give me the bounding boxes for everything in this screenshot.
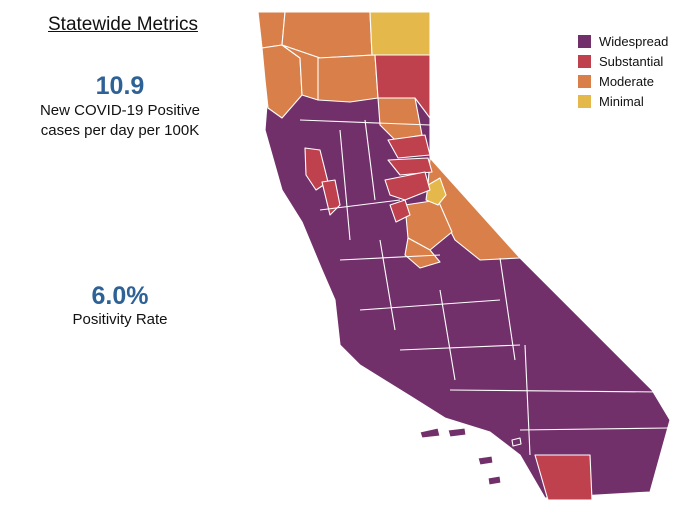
legend-label-minimal: Minimal — [599, 93, 644, 109]
legend-label-widespread: Widespread — [599, 33, 669, 49]
county-border — [339, 254, 441, 261]
county-nevada — [387, 157, 433, 176]
positivity-rate-label: Positivity Rate — [72, 311, 168, 328]
case-rate-label: New COVID-19 Positive cases per day per … — [0, 101, 240, 141]
county-border — [359, 299, 501, 311]
legend-label-substantial: Substantial — [599, 53, 664, 69]
map-legend: Widespread Substantial Moderate Minimal — [578, 31, 668, 111]
channel-island-4 — [487, 475, 502, 486]
county-trinity — [281, 44, 321, 101]
channel-island-3 — [477, 455, 494, 466]
channel-island-2 — [447, 427, 467, 438]
county-border — [379, 239, 396, 331]
county-mariposa — [404, 237, 441, 269]
county-border — [364, 119, 376, 201]
legend-item-minimal: Minimal — [578, 91, 668, 111]
case-rate-label-line2: cases per day per 100K — [40, 122, 200, 139]
county-border — [519, 427, 669, 431]
positivity-rate-value: 6.0% — [91, 282, 149, 310]
county-lassen — [374, 54, 431, 119]
county-border — [524, 344, 531, 456]
page-title: Statewide Metrics — [48, 14, 198, 35]
county-sierra — [387, 134, 431, 159]
legend-item-moderate: Moderate — [578, 71, 668, 91]
channel-island-1 — [419, 427, 441, 439]
channel-island-5 — [511, 437, 522, 447]
legend-swatch-minimal — [578, 94, 591, 108]
legend-swatch-substantial — [578, 54, 591, 68]
county-san-diego — [534, 454, 593, 501]
county-border — [499, 257, 516, 361]
county-el-dorado — [384, 171, 431, 201]
county-border — [449, 389, 661, 393]
legend-item-widespread: Widespread — [578, 31, 668, 51]
case-rate-label-line1: New COVID-19 Positive — [39, 102, 201, 119]
county-border — [339, 129, 351, 241]
county-border — [319, 199, 401, 211]
state-base — [257, 11, 671, 499]
legend-swatch-moderate — [578, 74, 591, 88]
county-lake — [304, 147, 329, 191]
county-amador — [389, 199, 411, 223]
county-modoc — [369, 11, 431, 56]
county-alpine — [425, 177, 447, 206]
legend-swatch-widespread — [578, 34, 591, 48]
county-shasta — [317, 54, 379, 103]
county-border — [399, 344, 521, 351]
county-border — [439, 289, 456, 381]
case-rate-value: 10.9 — [95, 72, 145, 100]
legend-item-substantial: Substantial — [578, 51, 668, 71]
county-napa — [321, 179, 341, 216]
legend-label-moderate: Moderate — [599, 73, 654, 89]
county-del-norte — [257, 11, 286, 49]
